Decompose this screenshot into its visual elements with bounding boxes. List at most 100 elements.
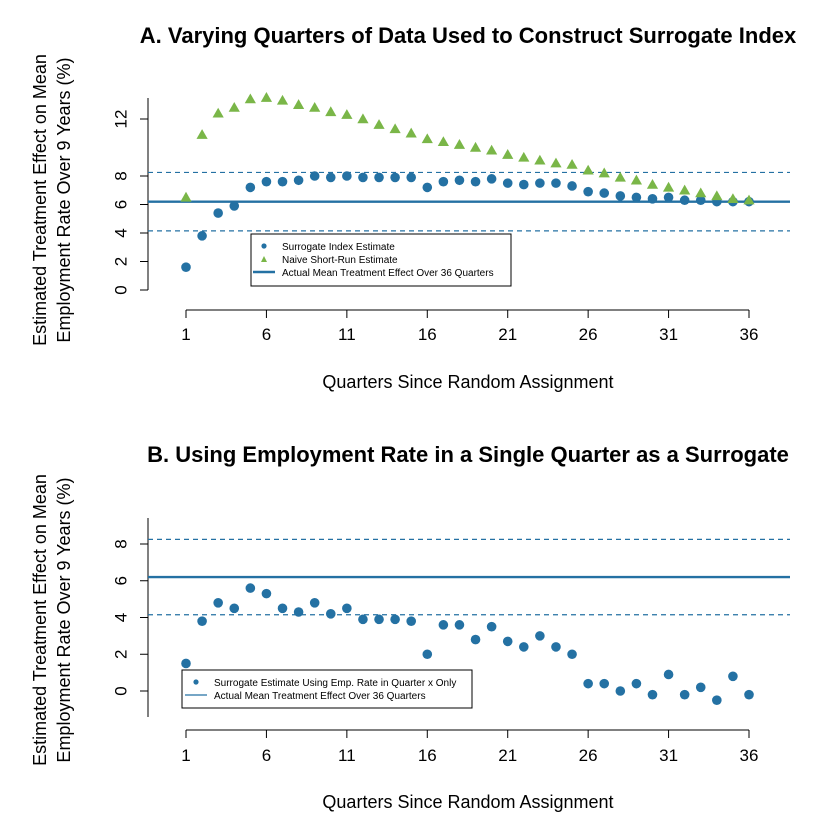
panel-a-naive-point (260, 92, 273, 102)
panel-a-surrogate-point (631, 192, 642, 203)
panel-b-x-tick-label: 1 (181, 746, 190, 765)
panel-a-surrogate-point (293, 175, 304, 186)
panel-b-y-tick-label: 6 (111, 576, 130, 585)
panel-b-x-tick-label: 26 (579, 746, 598, 765)
panel-a-surrogate-point (181, 262, 191, 273)
panel-b-surrogate-point (535, 631, 545, 641)
panel-b-surrogate-point (454, 620, 465, 630)
panel-b-y-tick-label: 4 (111, 613, 130, 622)
panel-b-surrogate-point (599, 678, 610, 689)
panel-a-x-tick-label: 36 (740, 325, 759, 344)
panel-a-surrogate-point (438, 176, 449, 187)
panel-b-surrogate-point (583, 678, 593, 689)
panel-a-surrogate-point (519, 179, 529, 190)
panel-b-surrogate-point (422, 649, 433, 660)
panel-a-surrogate-point (390, 172, 400, 183)
panel-b-x-tick-label: 11 (338, 746, 356, 765)
panel-b-y-tick-label: 2 (111, 650, 130, 659)
panel-b-surrogate-point (245, 583, 256, 593)
panel-a-surrogate-point (358, 172, 368, 183)
panel-a-naive-point (743, 194, 755, 205)
panel-a-naive-point (453, 139, 466, 149)
panel-b-legend-circle-marker (193, 679, 199, 685)
panel-a-naive-point (389, 123, 401, 134)
panel-a-naive-point (180, 191, 192, 202)
panel-a-naive-point (695, 187, 707, 198)
panel-b-surrogate-point (728, 671, 738, 682)
panel-b-surrogate-point (325, 609, 336, 619)
panel-a-y-tick-label: 4 (111, 228, 130, 237)
panel-a-legend-box (250, 233, 512, 287)
panel-b-surrogate-point (679, 689, 690, 700)
panel-a-surrogate-point (422, 182, 433, 193)
panel-a-naive-point (405, 127, 417, 138)
panel-a-surrogate-point (599, 188, 610, 198)
panel-a-surrogate-point (325, 172, 336, 183)
panel-a-naive-point (566, 159, 578, 169)
panel-a-x-tick-label: 21 (498, 325, 517, 344)
panel-a-surrogate-point (406, 172, 417, 183)
panel-a-surrogate-point (213, 208, 223, 218)
panel-b-x-tick-label: 31 (659, 746, 678, 765)
panel-b-x-tick-label: 21 (498, 746, 517, 765)
panel-a-naive-point (341, 109, 353, 119)
panel-b-surrogate-point (197, 616, 207, 626)
panel-b-surrogate-point (406, 616, 417, 626)
panel-a-legend-actual: Actual Mean Treatment Effect Over 36 Qua… (282, 268, 494, 279)
panel-b: B. Using Employment Rate in a Single Qua… (30, 442, 790, 812)
panel-a-surrogate-point (695, 195, 706, 206)
panel-a-surrogate-point (663, 192, 674, 203)
panel-a-surrogate-point (342, 171, 352, 181)
panel-a-naive-point (469, 141, 482, 152)
panel-b-surrogate-point (567, 649, 577, 660)
panel-a-legend-triangle-marker (261, 256, 267, 262)
panel-a-surrogate-point (374, 172, 384, 183)
panel-b-surrogate-point (695, 682, 706, 693)
panel-a-naive-point (550, 157, 562, 168)
panel-b-surrogate-point (374, 614, 384, 625)
panel-a-naive-point (486, 144, 498, 155)
panel-a-naive-point (325, 106, 337, 117)
panel-b-surrogate-point (390, 614, 400, 625)
panel-b-x-tick-label: 16 (418, 746, 437, 765)
panel-a: A. Varying Quarters of Data Used to Cons… (30, 23, 797, 392)
panel-a-y-tick-label: 6 (111, 200, 130, 209)
panel-a-naive-point (421, 133, 433, 144)
panel-a-surrogate-point (454, 175, 465, 186)
panel-a-y-tick-label: 0 (111, 285, 130, 294)
panel-a-naive-point (598, 167, 610, 178)
panel-a-surrogate-point (309, 171, 320, 181)
panel-b-title: B. Using Employment Rate in a Single Qua… (147, 442, 789, 467)
panel-a-xlabel: Quarters Since Random Assignment (322, 372, 613, 392)
panel-a-legend-naive: Naive Short-Run Estimate (282, 255, 398, 266)
panel-a-surrogate-point (470, 176, 481, 187)
panel-b-legend-box (181, 669, 473, 709)
panel-a-surrogate-point (277, 176, 288, 187)
panel-a-legend-surrogate: Surrogate Index Estimate (282, 242, 395, 253)
panel-a-surrogate-point (551, 178, 561, 188)
panel-a-naive-point (309, 102, 321, 112)
panel-a-surrogate-point (197, 231, 207, 241)
panel-b-x-tick-label: 36 (740, 746, 759, 765)
panel-a-y-tick-label: 2 (111, 257, 130, 266)
panel-a-surrogate-point (535, 178, 545, 188)
panel-b-surrogate-point (358, 614, 368, 625)
panel-b-x-tick-label: 6 (262, 746, 271, 765)
panel-b-y-tick-label: 0 (111, 686, 130, 695)
panel-a-naive-point (228, 102, 240, 112)
panel-b-surrogate-point (470, 634, 481, 645)
panel-b-surrogate-point (744, 689, 754, 700)
panel-a-naive-point (502, 149, 514, 159)
panel-b-surrogate-point (309, 598, 320, 608)
panel-a-legend-circle-marker (261, 243, 267, 249)
panel-a-naive-point (614, 171, 626, 182)
panel-a-naive-point (727, 193, 739, 203)
panel-a-x-tick-label: 11 (338, 325, 356, 344)
panel-a-naive-point (276, 94, 289, 105)
panel-a-naive-point (534, 154, 546, 165)
panel-b-xlabel: Quarters Since Random Assignment (322, 792, 613, 812)
panel-a-naive-point (518, 151, 530, 162)
